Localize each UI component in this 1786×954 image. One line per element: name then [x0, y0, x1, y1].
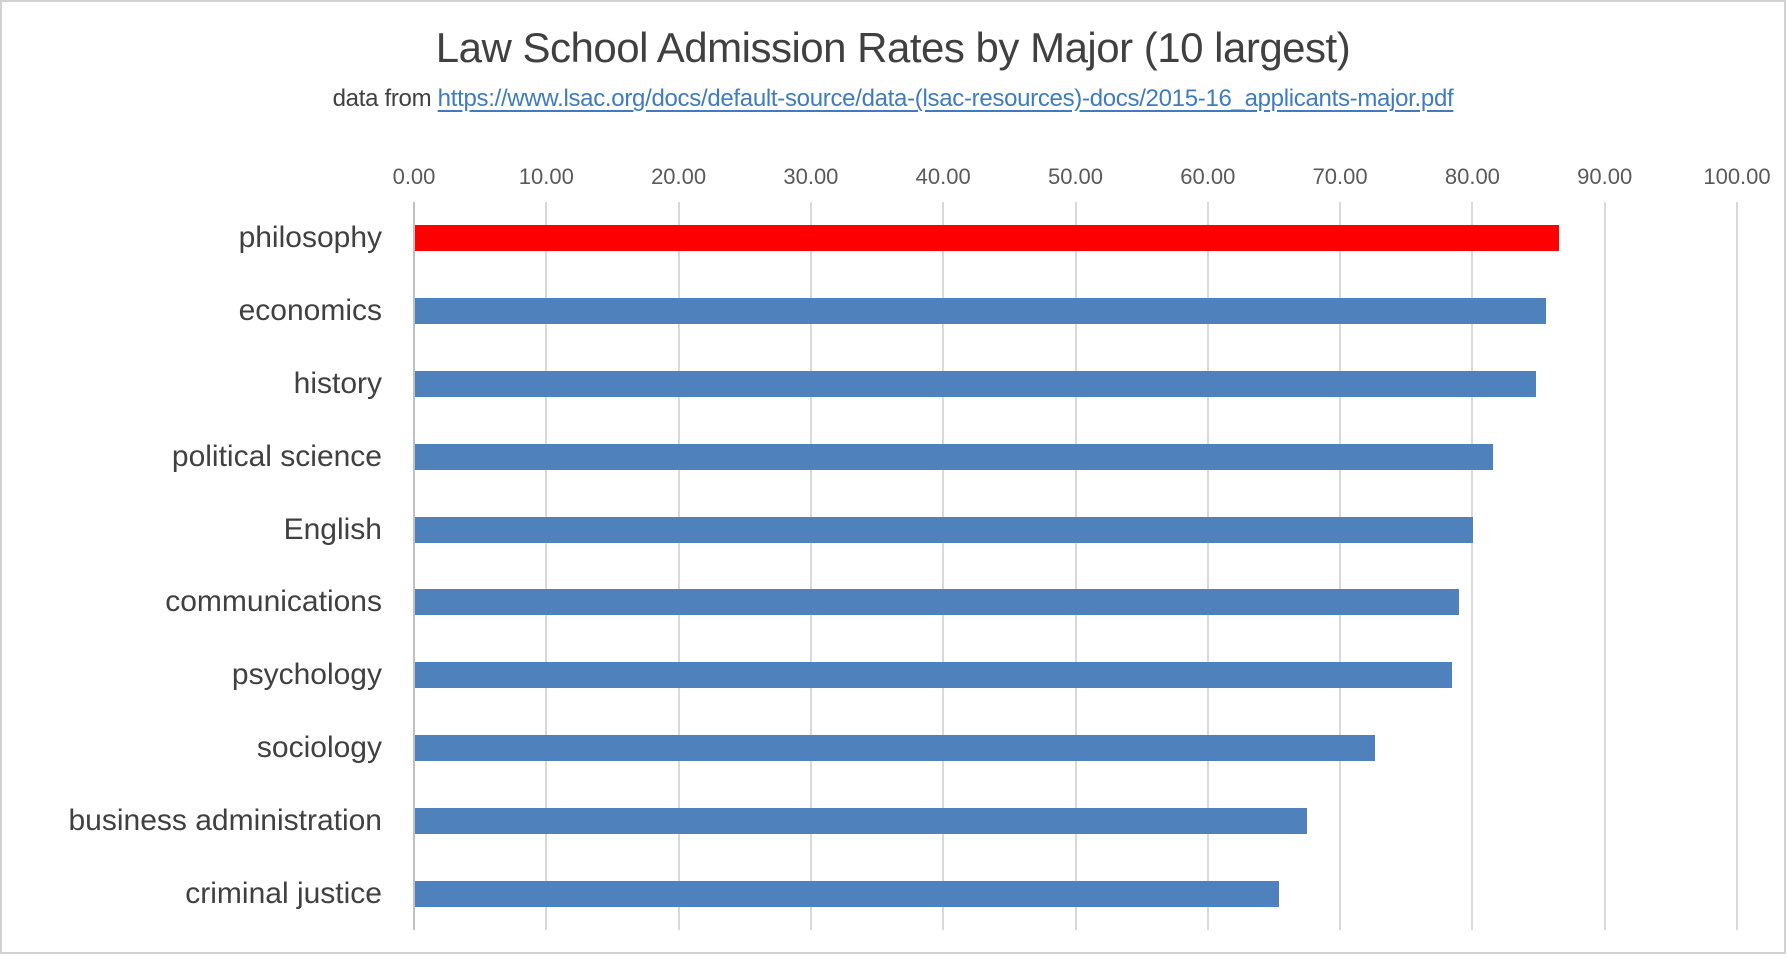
x-tick-label: 70.00 — [1312, 164, 1368, 189]
x-tick-label: 20.00 — [651, 164, 707, 189]
x-tick-label: 90.00 — [1577, 164, 1633, 189]
x-tick-label: 0.00 — [392, 164, 436, 189]
category-label-criminal-justice: criminal justice — [185, 876, 382, 910]
gridline — [1736, 202, 1738, 930]
bar-history — [415, 371, 1536, 397]
x-tick-label: 10.00 — [518, 164, 574, 189]
bar-communications — [415, 589, 1459, 616]
category-label-history: history — [293, 367, 382, 400]
bar-business-administration — [415, 807, 1307, 834]
bar-sociology — [415, 735, 1376, 761]
gridline — [1074, 202, 1077, 930]
chart-subtitle-prefix: data from — [332, 85, 438, 112]
bar-philosophy — [415, 225, 1560, 252]
gridline — [942, 202, 945, 930]
category-label-english: English — [283, 512, 382, 546]
x-tick-label: 40.00 — [915, 164, 971, 189]
gridline — [1339, 202, 1342, 930]
category-label-philosophy: philosophy — [238, 221, 382, 255]
gridline — [1471, 202, 1474, 930]
source-link[interactable]: https://www.lsac.org/docs/default-source… — [437, 85, 1454, 112]
bar-criminal-justice — [415, 880, 1279, 907]
x-tick-label: 50.00 — [1047, 164, 1104, 189]
category-label-communications: communications — [165, 585, 382, 619]
chart-title: Law School Admission Rates by Major (10 … — [435, 24, 1351, 71]
gridline — [1603, 202, 1606, 930]
gridline — [809, 202, 812, 930]
x-tick-label: 100.00 — [1703, 164, 1771, 189]
gridline — [545, 202, 548, 930]
bar-political-science — [415, 443, 1494, 470]
category-label-economics: economics — [238, 294, 382, 328]
bar-english — [415, 516, 1474, 543]
bar-economics — [415, 298, 1547, 325]
x-tick-label: 60.00 — [1180, 164, 1236, 189]
category-label-psychology: psychology — [231, 658, 382, 692]
gridline — [677, 202, 680, 930]
y-axis-line — [413, 202, 415, 930]
category-label-political-science: political science — [171, 439, 382, 473]
bar-psychology — [415, 662, 1453, 689]
x-tick-label: 80.00 — [1444, 164, 1500, 189]
category-label-business-administration: business administration — [68, 803, 383, 837]
gridline — [1206, 202, 1209, 930]
x-tick-label: 30.00 — [783, 164, 839, 189]
category-label-sociology: sociology — [256, 731, 382, 764]
chart-subtitle: data from https://www.lsac.org/docs/defa… — [2, 84, 1784, 114]
